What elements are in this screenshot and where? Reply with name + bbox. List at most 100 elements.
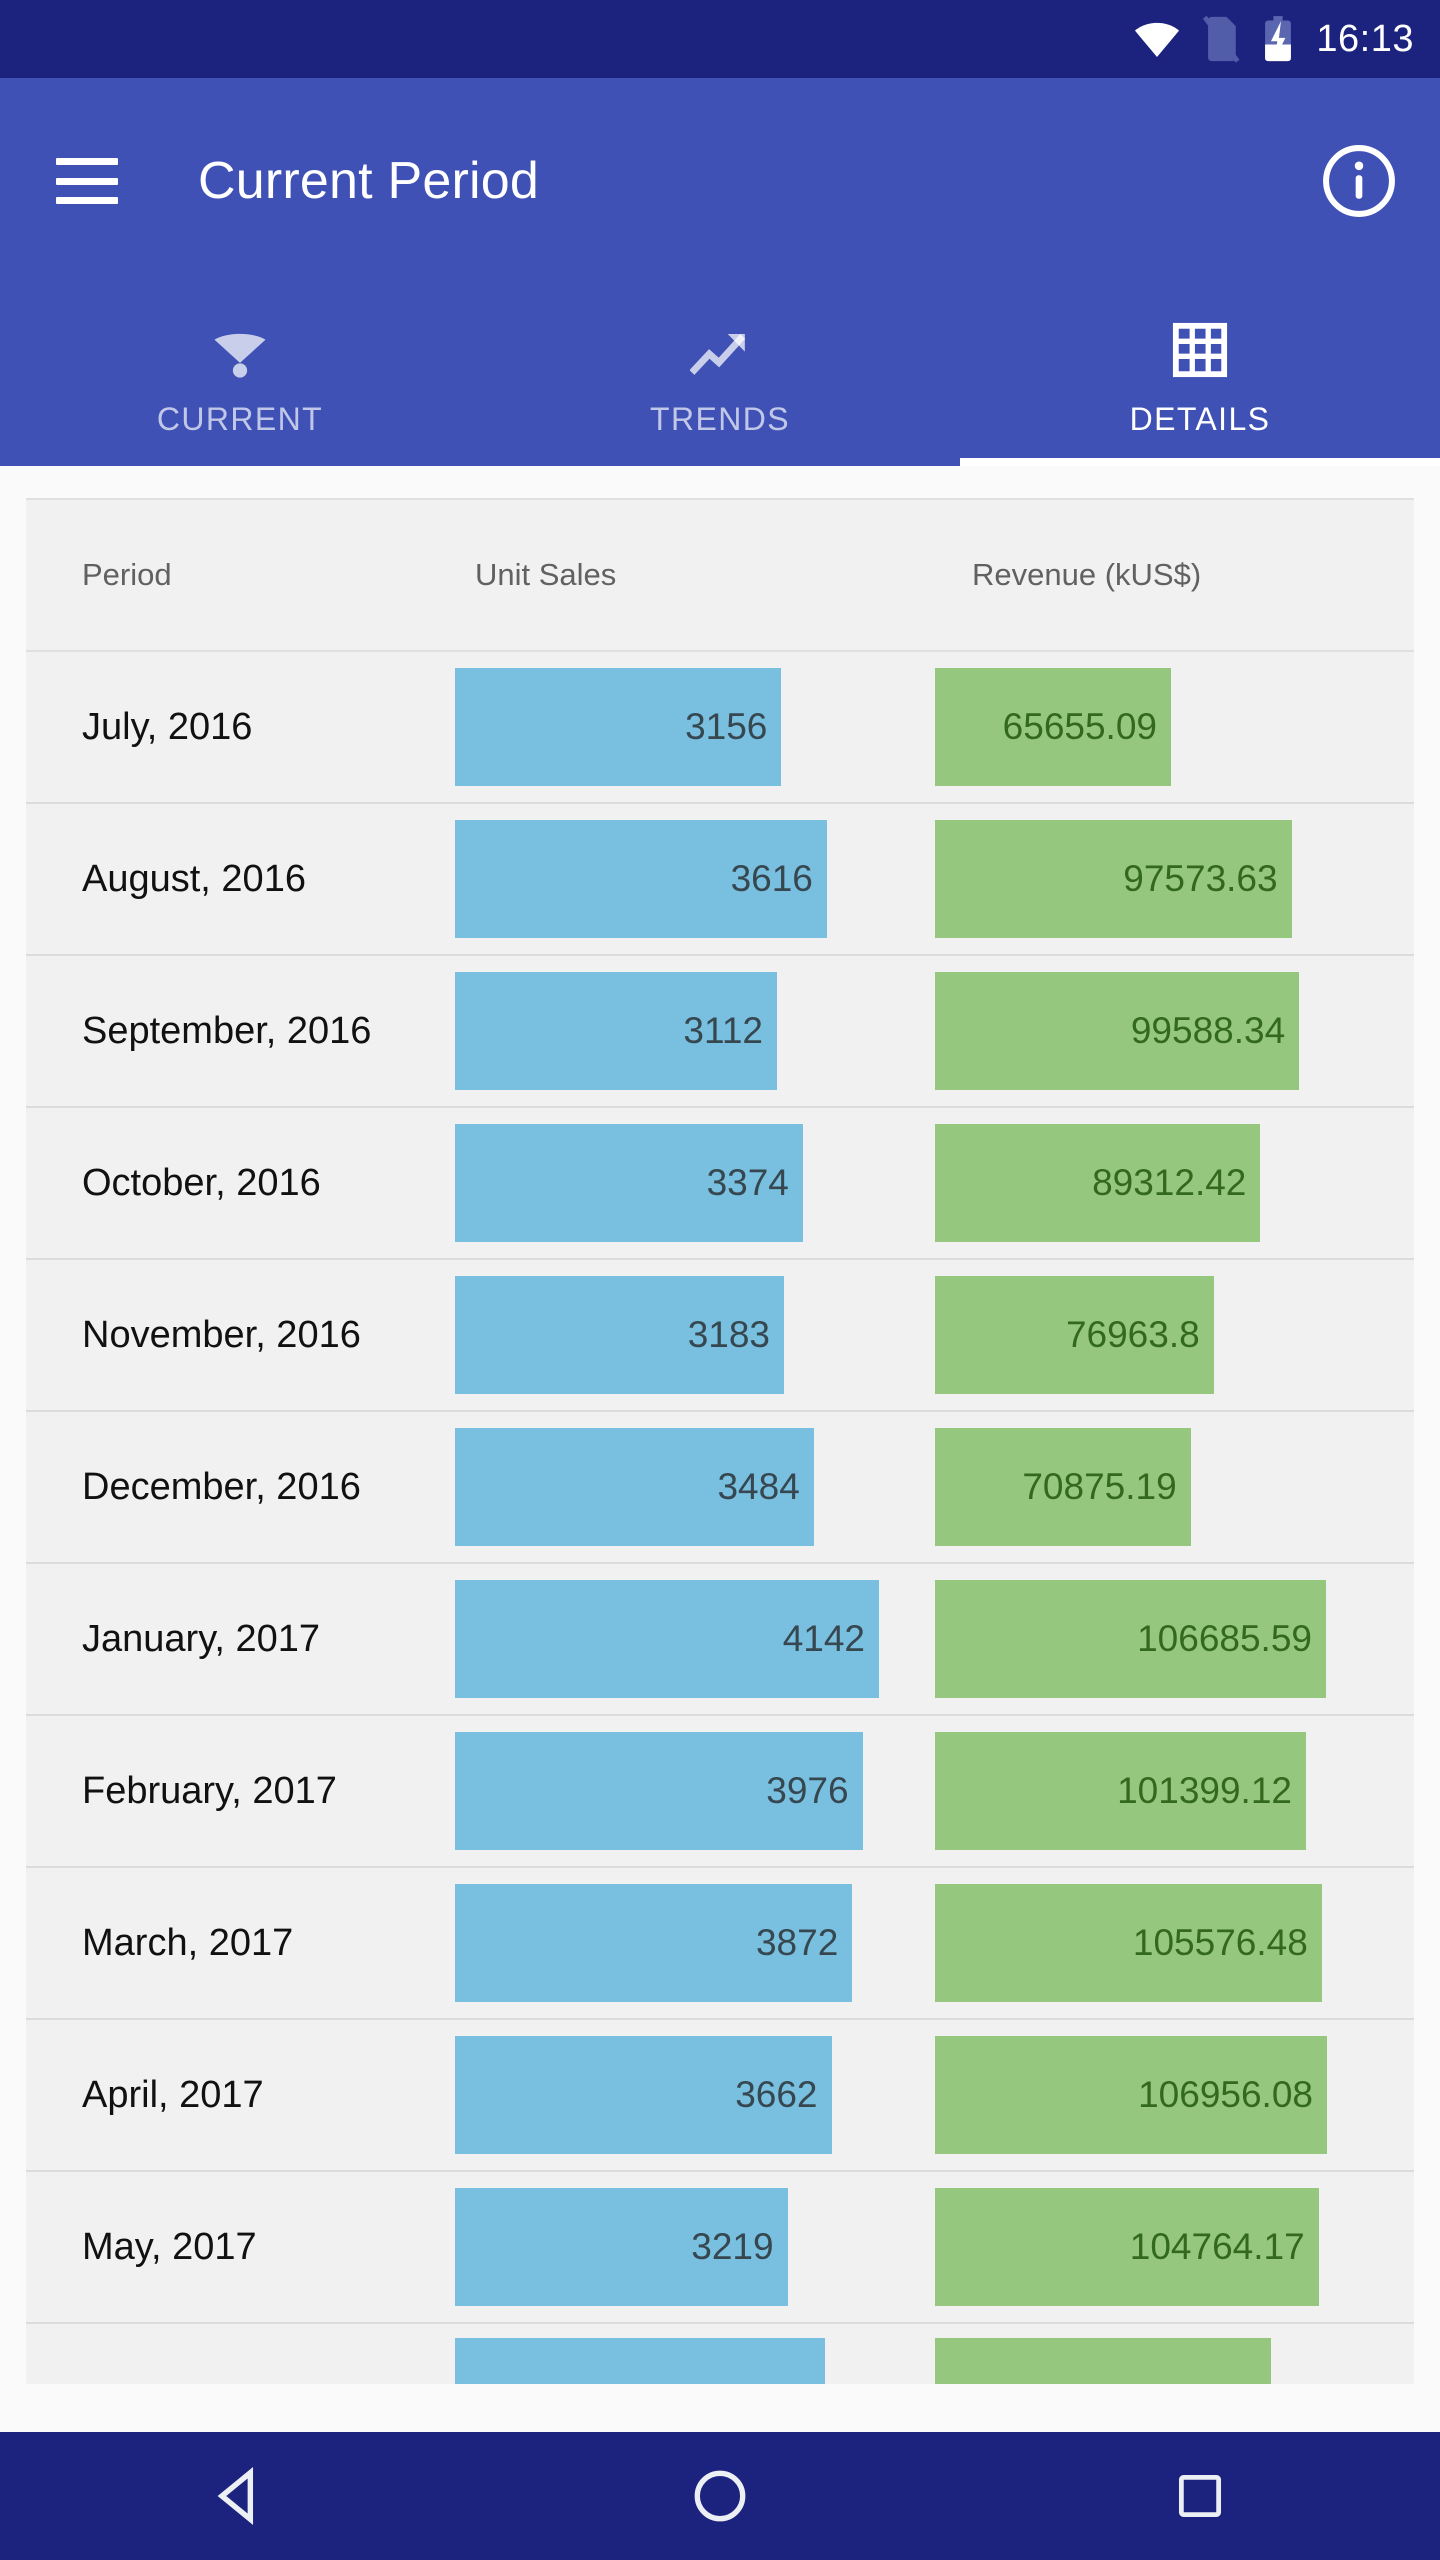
- signal-wifi-icon: [211, 321, 269, 379]
- unit-sales-value: 3219: [691, 2226, 774, 2267]
- revenue-value: 97573.63: [1123, 858, 1278, 899]
- table-row[interactable]: February, 2017 3976 101399.12: [26, 1716, 1414, 1868]
- cell-period: May, 2017: [82, 2225, 257, 2268]
- no-sim-icon: [1202, 15, 1240, 63]
- unit-sales-value: 3872: [755, 1922, 839, 1963]
- table-row[interactable]: March, 2017 3872 105576.48: [26, 1868, 1414, 2020]
- cell-unit-sales: 3219: [455, 2172, 935, 2322]
- cell-unit-sales: 3662: [455, 2020, 935, 2170]
- revenue-value: 106685.59: [1137, 1618, 1312, 1659]
- revenue-bar: 99588.34: [935, 972, 1300, 1090]
- status-bar: 16:13: [0, 0, 1440, 78]
- battery-charging-icon: [1262, 15, 1294, 63]
- tab-trends[interactable]: TRENDS: [480, 284, 960, 466]
- revenue-bar: 65655.09: [935, 668, 1171, 786]
- tab-trends-label: TRENDS: [650, 400, 790, 437]
- revenue-bar: 76963.8: [935, 1276, 1214, 1394]
- cell-unit-sales: 3600: [455, 2324, 935, 2384]
- tab-current[interactable]: CURRENT: [0, 284, 480, 466]
- revenue-bar: 106685.59: [935, 1580, 1326, 1698]
- info-circle-icon[interactable]: [1318, 140, 1400, 222]
- unit-sales-bar: 3662: [455, 2036, 832, 2154]
- hamburger-menu-icon[interactable]: [56, 158, 118, 204]
- cell-unit-sales: 4142: [455, 1564, 935, 1714]
- details-table-scroll-area[interactable]: Period Unit Sales Revenue (kUS$) July, 2…: [0, 466, 1440, 2432]
- table-row[interactable]: January, 2017 4142 106685.59: [26, 1564, 1414, 1716]
- unit-sales-value: 3112: [683, 1010, 763, 1051]
- home-icon[interactable]: [660, 2436, 780, 2556]
- revenue-value: 101399.12: [1117, 1770, 1292, 1811]
- cell-period: December, 2016: [82, 1465, 361, 1508]
- cell-revenue: 97573.63: [935, 804, 1414, 954]
- cell-revenue: 89312.42: [935, 1108, 1414, 1258]
- revenue-value: 105576.48: [1132, 1922, 1308, 1963]
- revenue-bar: 105576.48: [935, 1884, 1322, 2002]
- table-row[interactable]: November, 2016 3183 76963.8: [26, 1260, 1414, 1412]
- unit-sales-value: 3484: [717, 1466, 800, 1507]
- back-icon[interactable]: [180, 2436, 300, 2556]
- revenue-bar: 101399.12: [935, 1732, 1306, 1850]
- unit-sales-value: 3374: [706, 1162, 789, 1203]
- unit-sales-bar: 3183: [455, 1276, 784, 1394]
- cell-revenue: 76963.8: [935, 1260, 1414, 1410]
- tab-details-label: DETAILS: [1129, 400, 1271, 437]
- table-row[interactable]: May, 2017 3219 104764.17: [26, 2172, 1414, 2324]
- trending-up-icon: [690, 321, 750, 379]
- table-row[interactable]: 3600 92000: [26, 2324, 1414, 2384]
- unit-sales-bar: 3374: [455, 1124, 803, 1242]
- revenue-value: 104764.17: [1129, 2226, 1305, 2267]
- table-header-row: Period Unit Sales Revenue (kUS$): [26, 498, 1414, 652]
- column-header-period: Period: [82, 557, 172, 592]
- cell-period: July, 2016: [82, 705, 253, 748]
- unit-sales-bar: 3484: [455, 1428, 814, 1546]
- cell-unit-sales: 3112: [455, 956, 935, 1106]
- cell-revenue: 70875.19: [935, 1412, 1414, 1562]
- wifi-icon: [1134, 20, 1180, 58]
- android-navigation-bar: [0, 2432, 1440, 2560]
- cell-unit-sales: 3183: [455, 1260, 935, 1410]
- cell-revenue: 105576.48: [935, 1868, 1414, 2018]
- column-header-revenue: Revenue (kUS$): [972, 557, 1202, 592]
- revenue-bar: 104764.17: [935, 2188, 1319, 2306]
- cell-period: March, 2017: [82, 1921, 294, 1964]
- cell-revenue: 101399.12: [935, 1716, 1414, 1866]
- page-title: Current Period: [198, 152, 539, 210]
- unit-sales-value: 3662: [735, 2074, 818, 2115]
- revenue-value: 99588.34: [1130, 1010, 1286, 1051]
- revenue-bar: 70875.19: [935, 1428, 1191, 1546]
- cell-unit-sales: 3616: [455, 804, 935, 954]
- cell-period: February, 2017: [82, 1769, 337, 1812]
- cell-unit-sales: 3872: [455, 1868, 935, 2018]
- column-header-units: Unit Sales: [475, 557, 617, 592]
- cell-unit-sales: 3374: [455, 1108, 935, 1258]
- tab-details[interactable]: DETAILS: [960, 284, 1440, 466]
- table-row[interactable]: July, 2016 3156 65655.09: [26, 652, 1414, 804]
- unit-sales-value: 4142: [782, 1618, 865, 1659]
- table-row[interactable]: April, 2017 3662 106956.08: [26, 2020, 1414, 2172]
- recents-icon[interactable]: [1140, 2436, 1260, 2556]
- unit-sales-value: 3616: [730, 858, 813, 899]
- cell-revenue: 104764.17: [935, 2172, 1414, 2322]
- tab-current-label: CURRENT: [156, 400, 324, 437]
- cell-unit-sales: 3156: [455, 652, 935, 802]
- unit-sales-bar: 3616: [455, 820, 827, 938]
- revenue-bar: 92000: [935, 2338, 1271, 2384]
- table-row[interactable]: December, 2016 3484 70875.19: [26, 1412, 1414, 1564]
- cell-unit-sales: 3976: [455, 1716, 935, 1866]
- revenue-bar: 89312.42: [935, 1124, 1261, 1242]
- unit-sales-value: 3156: [685, 706, 768, 747]
- unit-sales-value: 3976: [766, 1770, 849, 1811]
- tab-bar: CURRENT TRENDS DETAILS: [0, 284, 1440, 466]
- tab-active-indicator: [960, 458, 1440, 466]
- unit-sales-bar: 3872: [455, 1884, 853, 2002]
- table-row[interactable]: September, 2016 3112 99588.34: [26, 956, 1414, 1108]
- cell-revenue: 106956.08: [935, 2020, 1414, 2170]
- details-table: Period Unit Sales Revenue (kUS$) July, 2…: [26, 498, 1414, 2384]
- revenue-value: 76963.8: [1065, 1314, 1200, 1355]
- table-row[interactable]: October, 2016 3374 89312.42: [26, 1108, 1414, 1260]
- unit-sales-bar: 3600: [455, 2338, 826, 2384]
- cell-revenue: 99588.34: [935, 956, 1414, 1106]
- cell-unit-sales: 3484: [455, 1412, 935, 1562]
- table-row[interactable]: August, 2016 3616 97573.63: [26, 804, 1414, 956]
